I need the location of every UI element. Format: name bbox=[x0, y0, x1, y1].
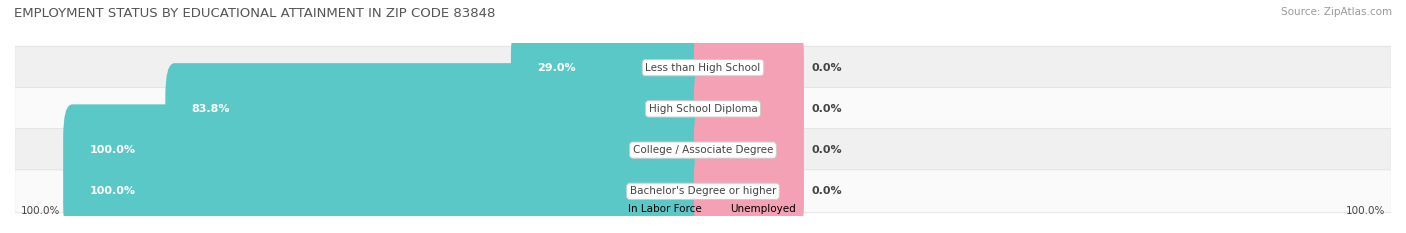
Text: 100.0%: 100.0% bbox=[21, 206, 60, 216]
FancyBboxPatch shape bbox=[693, 63, 804, 155]
Text: 0.0%: 0.0% bbox=[811, 63, 842, 73]
Text: 100.0%: 100.0% bbox=[90, 145, 135, 155]
Text: 29.0%: 29.0% bbox=[537, 63, 576, 73]
Text: High School Diploma: High School Diploma bbox=[648, 104, 758, 114]
FancyBboxPatch shape bbox=[166, 63, 713, 155]
Text: 0.0%: 0.0% bbox=[811, 145, 842, 155]
FancyBboxPatch shape bbox=[63, 146, 713, 233]
FancyBboxPatch shape bbox=[15, 129, 1391, 171]
FancyBboxPatch shape bbox=[693, 22, 804, 113]
FancyBboxPatch shape bbox=[693, 146, 804, 233]
Text: Bachelor's Degree or higher: Bachelor's Degree or higher bbox=[630, 186, 776, 196]
Text: 100.0%: 100.0% bbox=[1346, 206, 1385, 216]
Text: Source: ZipAtlas.com: Source: ZipAtlas.com bbox=[1281, 7, 1392, 17]
Text: 0.0%: 0.0% bbox=[811, 186, 842, 196]
FancyBboxPatch shape bbox=[63, 104, 713, 196]
Text: EMPLOYMENT STATUS BY EDUCATIONAL ATTAINMENT IN ZIP CODE 83848: EMPLOYMENT STATUS BY EDUCATIONAL ATTAINM… bbox=[14, 7, 495, 20]
FancyBboxPatch shape bbox=[510, 22, 713, 113]
FancyBboxPatch shape bbox=[15, 170, 1391, 213]
FancyBboxPatch shape bbox=[693, 104, 804, 196]
FancyBboxPatch shape bbox=[15, 87, 1391, 130]
Text: College / Associate Degree: College / Associate Degree bbox=[633, 145, 773, 155]
FancyBboxPatch shape bbox=[15, 46, 1391, 89]
Text: 83.8%: 83.8% bbox=[191, 104, 231, 114]
Text: 0.0%: 0.0% bbox=[811, 104, 842, 114]
Text: 100.0%: 100.0% bbox=[90, 186, 135, 196]
Legend: In Labor Force, Unemployed: In Labor Force, Unemployed bbox=[606, 199, 800, 218]
Text: Less than High School: Less than High School bbox=[645, 63, 761, 73]
